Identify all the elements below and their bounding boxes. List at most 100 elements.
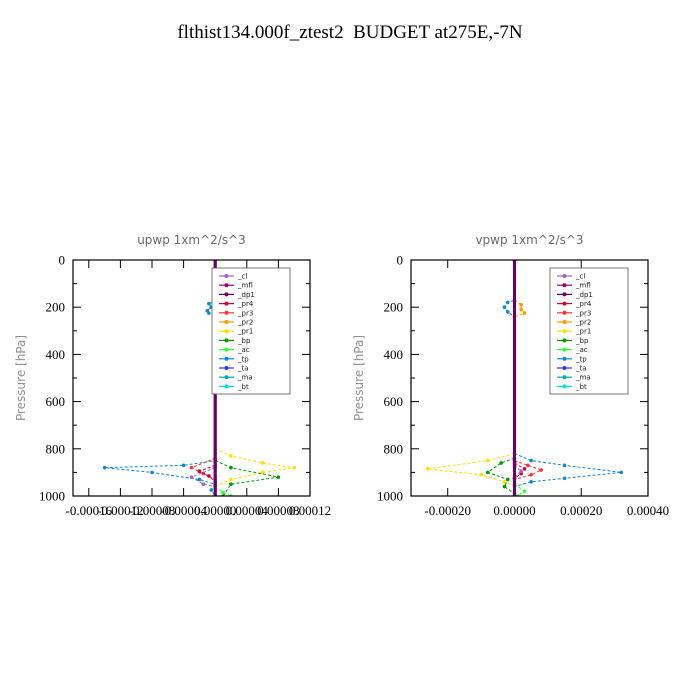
legend-label: _cl: [237, 273, 247, 281]
panel-title: vpwp 1xm^2/s^3: [475, 233, 583, 247]
series-line-pr3: [514, 460, 543, 480]
x-tick-label: 0.00000: [194, 503, 236, 518]
y-tick-label: 600: [46, 394, 66, 409]
y-tick-label: 200: [384, 300, 404, 315]
legend-label: _ta: [237, 365, 249, 373]
legend-label: _bp: [237, 337, 251, 345]
data-point: [197, 469, 202, 474]
data-point: [506, 300, 510, 305]
legend-label: _cl: [575, 273, 585, 281]
series-line-ac: [214, 486, 232, 496]
x-tick-label: -0.00004: [160, 503, 207, 518]
x-tick-label: 0.00012: [289, 503, 331, 518]
data-point: [229, 465, 233, 470]
data-point: [292, 465, 297, 470]
legend-marker: [224, 356, 229, 361]
legend-marker: [562, 301, 567, 306]
legend-label: _pr4: [237, 300, 254, 308]
data-point: [221, 490, 225, 495]
legend-label: _mfl: [575, 282, 591, 290]
data-point: [276, 475, 281, 479]
legend-marker: [562, 320, 567, 324]
y-tick-label: 1000: [377, 489, 403, 504]
y-tick-label: 0: [59, 253, 66, 268]
legend-label: _ma: [237, 374, 253, 382]
data-point: [519, 303, 523, 307]
y-axis-label: Pressure [hPa]: [352, 335, 366, 421]
data-point: [181, 463, 186, 468]
series-line-pr4: [198, 464, 216, 483]
data-point: [526, 463, 530, 468]
data-point: [229, 482, 233, 487]
legend-label: _dp1: [237, 291, 255, 299]
legend-marker: [224, 283, 229, 288]
legend-label: _pr4: [575, 300, 592, 308]
legend-label: _bt: [237, 383, 249, 391]
legend-label: _tp: [237, 355, 249, 363]
legend-marker: [224, 384, 229, 389]
data-point: [150, 470, 154, 475]
series-line-cl: [190, 467, 216, 488]
data-point: [189, 475, 194, 479]
legend-marker: [562, 338, 567, 343]
data-point: [529, 472, 533, 477]
data-point: [485, 458, 490, 463]
series-line-bp: [486, 457, 515, 495]
legend-marker: [562, 283, 567, 288]
legend-label: _pr3: [575, 309, 591, 317]
data-point: [207, 474, 211, 478]
legend-marker: [562, 356, 567, 361]
series-line-cl: [514, 464, 522, 478]
data-point: [229, 454, 233, 458]
legend-marker: [562, 347, 567, 352]
y-tick-label: 800: [384, 441, 404, 456]
y-tick-label: 400: [46, 347, 66, 362]
legend-marker: [562, 329, 567, 334]
data-point: [529, 458, 533, 463]
x-tick-label: 0.00008: [257, 503, 299, 518]
legend-label: _pr1: [575, 328, 591, 336]
data-point: [519, 307, 523, 312]
data-point: [102, 465, 107, 470]
legend-marker: [562, 384, 567, 389]
x-tick-label: 0.00020: [560, 503, 602, 518]
legend-label: _pr1: [237, 328, 253, 336]
data-point: [522, 311, 527, 315]
legend-label: _tp: [575, 355, 587, 363]
y-tick-label: 600: [384, 394, 404, 409]
legend-label: _pr2: [575, 319, 591, 327]
data-point: [209, 488, 214, 492]
data-point: [506, 310, 510, 314]
panel-title: upwp 1xm^2/s^3: [137, 233, 246, 247]
legend-label: _ac: [575, 346, 588, 354]
x-tick-label: -0.00020: [424, 503, 471, 518]
data-point: [499, 461, 503, 465]
legend-marker: [562, 274, 567, 278]
legend-marker: [562, 375, 567, 380]
data-point: [260, 461, 265, 465]
legend-marker: [224, 292, 229, 297]
plot-area: [425, 260, 624, 496]
legend-marker: [224, 274, 229, 278]
data-point: [205, 308, 210, 313]
legend-label: _ma: [575, 374, 591, 382]
x-tick-label: 0.00000: [493, 503, 535, 518]
data-point: [522, 467, 527, 471]
legend-label: _mfl: [237, 282, 253, 290]
series-line-pr1: [427, 453, 515, 488]
data-point: [562, 463, 567, 468]
x-tick-label: -0.00008: [129, 503, 176, 518]
y-tick-label: 400: [384, 347, 404, 362]
legend-marker: [224, 338, 229, 343]
y-tick-label: 0: [397, 253, 404, 268]
data-point: [189, 465, 194, 470]
x-tick-label: -0.00016: [66, 503, 113, 518]
data-point: [519, 469, 523, 474]
plot-frame: [410, 259, 649, 497]
x-tick-label: 0.00004: [226, 503, 269, 518]
data-point: [479, 472, 483, 477]
data-point: [562, 476, 567, 481]
data-point: [502, 480, 507, 484]
